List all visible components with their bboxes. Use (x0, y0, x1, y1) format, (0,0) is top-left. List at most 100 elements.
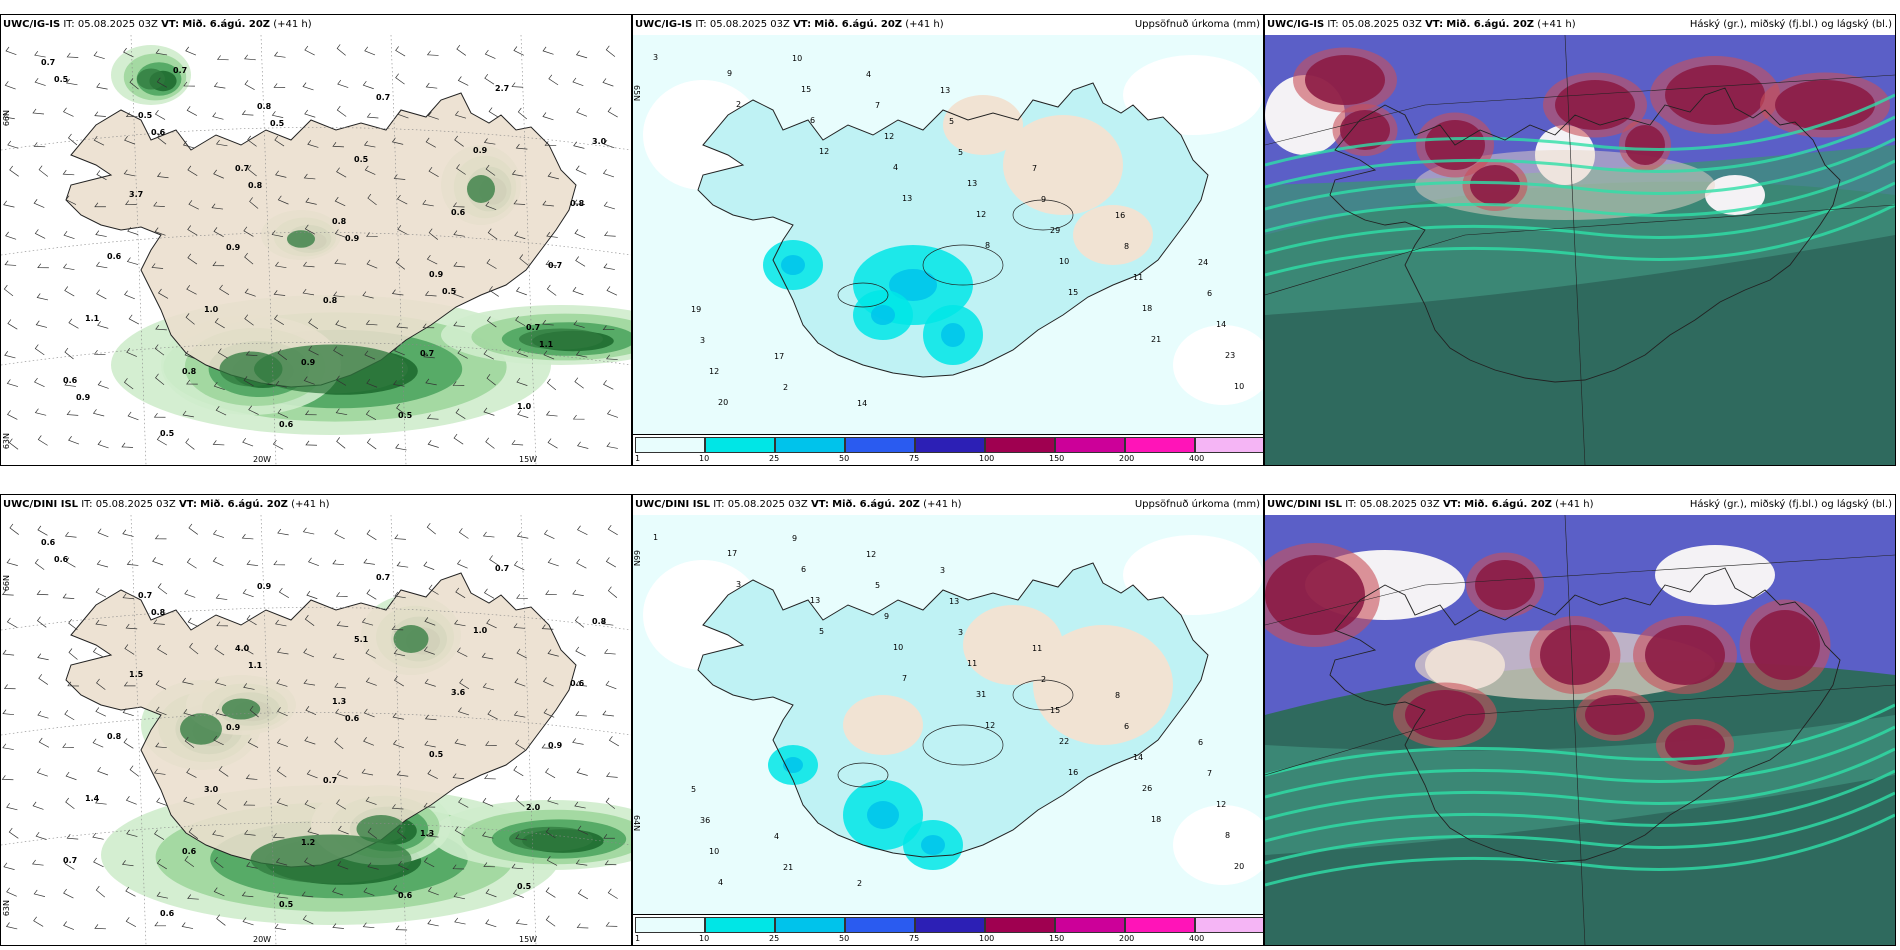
wind-barb (1, 775, 14, 781)
map-area[interactable] (1265, 515, 1895, 945)
wind-barb (393, 676, 404, 687)
wind-barb (127, 411, 139, 421)
high-cloud-area (1340, 110, 1390, 150)
it-label: IT: (63, 19, 75, 30)
wind-barb (366, 259, 378, 269)
wind-barb (486, 374, 496, 386)
wind-barb (482, 682, 495, 691)
wind-barb (216, 914, 226, 926)
map-area[interactable] (1265, 35, 1895, 465)
wind-barb (602, 710, 614, 717)
wind-barb (122, 708, 134, 716)
wind-barb (395, 258, 406, 270)
wind-barb (427, 886, 439, 896)
colorbar-tick-label: 150 (1049, 454, 1065, 463)
rain-value-label: 0.7 (235, 164, 249, 173)
rain-value-label: 1.0 (473, 626, 488, 635)
panel-header: UWC/IG-IS IT: 05.08.2025 03Z VT: Mið. 6.… (633, 15, 1263, 35)
wind-barb (155, 706, 167, 716)
wind-barb (154, 344, 165, 356)
map-area[interactable]: 3 2 12 13 8 15 21 10 9 6 4 12 10 18 23 20 15 12 13 29 11 14 12… (633, 35, 1263, 435)
colorbar-swatch (635, 917, 705, 933)
gridline (1265, 684, 1895, 776)
wind-barb (302, 288, 315, 296)
wind-barb (428, 166, 439, 178)
lat-64-label: 64N (632, 815, 641, 832)
rain-value-label: 1.0 (204, 305, 219, 314)
map-area[interactable]: 1 3 5 7 12 16 18 20 17 13 10 31 22 26 8 4 6 9 11 15 14 12 10 9 5… (633, 515, 1263, 915)
precip-value-label: 3 (736, 580, 741, 589)
wind-barb (486, 619, 497, 629)
wind-barb (511, 82, 524, 88)
precip-value-label: 12 (709, 367, 719, 376)
wind-barb (308, 318, 319, 330)
precip-value-label: 2 (1041, 675, 1046, 684)
wind-barb (64, 709, 75, 721)
wind-barb (427, 440, 439, 448)
colorbar-tick-label: 1 (635, 454, 641, 463)
rain-value-label: 1.3 (332, 697, 346, 706)
wind-barb (271, 230, 284, 238)
wind-barb (63, 888, 74, 899)
precip-value-label: 7 (902, 674, 907, 683)
rain-value-label: 0.6 (107, 252, 122, 261)
wind-barb (68, 318, 79, 329)
wind-barb (425, 82, 438, 89)
wind-barb (427, 919, 439, 927)
wind-barb (575, 680, 588, 687)
precip-value-label: 31 (976, 690, 986, 699)
wind-barb (542, 319, 554, 326)
rain-value-label: 0.9 (301, 358, 316, 367)
precip-value-label: 8 (985, 241, 990, 250)
wind-barb (336, 770, 348, 779)
precip-value-label: 18 (1142, 304, 1152, 313)
glacier-outline (922, 724, 1004, 766)
wind-barb (366, 589, 377, 600)
wind-barb (336, 621, 349, 627)
wind-barb (422, 323, 435, 329)
wind-barb (332, 142, 344, 148)
colorbar-swatch (1125, 917, 1195, 933)
wind-barb (545, 260, 558, 267)
wind-barb (544, 141, 557, 147)
wind-barb (275, 170, 287, 178)
it-label: IT: (1327, 19, 1339, 30)
model-name: UWC/DINI ISL (635, 499, 711, 510)
panel-title-right: Uppsöfnuð úrkoma (mm) (1134, 499, 1260, 510)
rain-value-label: 0.7 (41, 58, 55, 67)
high-cloud-area (1405, 690, 1485, 740)
wind-barb (546, 231, 558, 238)
dry-land-patch (943, 95, 1023, 155)
wind-barb (485, 164, 496, 176)
precip-area-25mm (781, 255, 805, 275)
wind-barb (365, 677, 377, 686)
wind-barb (182, 677, 194, 685)
wind-barb (455, 587, 466, 599)
precip-value-label: 12 (1216, 800, 1226, 809)
wind-barb (274, 261, 287, 269)
precip-value-label: 5 (875, 581, 880, 590)
wind-barb (362, 291, 374, 299)
wind-barb (183, 796, 195, 805)
wind-barb (5, 922, 18, 930)
wind-barb (606, 772, 618, 778)
wind-barb (122, 593, 135, 600)
map-area[interactable]: 0.6 0.7 4.0 1.3 0.5 2.0 0.7 0.6 0.9 5.1 3.6 0.9 1.4 0… (1, 515, 631, 945)
precip-value-label: 5 (958, 148, 963, 157)
wind-barb (273, 314, 284, 326)
wind-barb (547, 796, 559, 805)
precip-cell (180, 713, 222, 745)
wind-barb (184, 589, 196, 598)
clear-sky-patch (1655, 545, 1775, 605)
wind-barb (155, 373, 165, 386)
wind-barb (365, 796, 377, 805)
wind-barb (308, 557, 319, 567)
wind-barb (95, 587, 107, 598)
wind-barb (334, 196, 346, 207)
wind-barb (454, 738, 466, 746)
map-area[interactable]: 0.7 0.5 0.7 0.8 0.9 0.7 0.6 0.5 0.8 0.5 0.6 0.7 1.1 0… (1, 35, 631, 465)
wind-barb (3, 112, 15, 120)
rain-value-label: 0.8 (107, 732, 122, 741)
wind-barb (456, 164, 466, 175)
panel-header: UWC/DINI ISL IT: 05.08.2025 03Z VT: Mið.… (1265, 495, 1895, 515)
